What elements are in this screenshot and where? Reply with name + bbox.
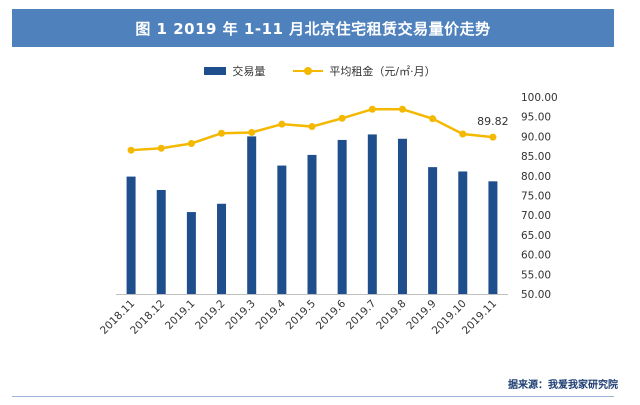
y-tick-label: 95.00 xyxy=(521,112,551,124)
legend-line-swatch xyxy=(293,66,324,76)
y-tick-label: 60.00 xyxy=(521,250,551,262)
rent-point-11 xyxy=(429,115,437,123)
y-tick-label: 65.00 xyxy=(521,230,551,242)
legend: 交易量 平均租金（元/㎡·月） xyxy=(0,63,640,79)
x-tick-label: 2019.7 xyxy=(344,298,378,332)
bar-9 xyxy=(367,134,377,294)
bar-6 xyxy=(277,165,287,294)
chart-title: 图 1 2019 年 1-11 月北京住宅租赁交易量价走势 xyxy=(12,9,614,47)
x-tick-label: 2019.5 xyxy=(284,298,318,332)
bar-8 xyxy=(337,139,347,294)
legend-item-volume: 交易量 xyxy=(204,63,265,79)
rent-point-2 xyxy=(157,144,165,152)
x-tick-label: 2019.1 xyxy=(163,298,197,332)
y-tick-label: 50.00 xyxy=(521,289,551,301)
y-tick-label: 75.00 xyxy=(521,191,551,203)
y-tick-label: 55.00 xyxy=(521,269,551,281)
rent-point-8 xyxy=(338,114,346,122)
y-tick-label: 70.00 xyxy=(521,210,551,222)
bar-12 xyxy=(458,171,468,294)
bottom-divider xyxy=(12,396,614,397)
data-label-rent-latest: 89.82 xyxy=(477,115,509,128)
rent-point-13 xyxy=(489,133,497,141)
y-tick-label: 85.00 xyxy=(521,151,551,163)
legend-label-rent: 平均租金（元/㎡·月） xyxy=(329,65,436,78)
bar-4 xyxy=(217,203,227,294)
bar-1 xyxy=(126,176,136,294)
rent-point-1 xyxy=(127,146,135,154)
y-tick-label: 90.00 xyxy=(521,131,551,143)
bar-3 xyxy=(186,212,196,294)
x-tick-label: 2019.8 xyxy=(374,298,408,332)
bar-2 xyxy=(156,189,166,294)
y-tick-label: 80.00 xyxy=(521,171,551,183)
x-tick-label: 2019.3 xyxy=(223,298,257,332)
bar-13 xyxy=(488,181,498,294)
x-tick-label: 2019.6 xyxy=(314,297,349,332)
rent-point-10 xyxy=(398,105,406,113)
rent-point-4 xyxy=(218,129,226,137)
x-tick-label: 2019.4 xyxy=(253,297,288,332)
bar-10 xyxy=(397,138,407,294)
rent-point-3 xyxy=(187,139,195,147)
rent-point-9 xyxy=(368,105,376,113)
bar-11 xyxy=(428,167,438,294)
rent-point-5 xyxy=(248,128,256,136)
legend-item-rent: 平均租金（元/㎡·月） xyxy=(293,63,436,79)
bar-7 xyxy=(307,154,317,294)
rent-point-6 xyxy=(278,120,286,128)
source-note: 据来源：我爱我家研究院 xyxy=(508,380,618,391)
y-tick-label: 100.00 xyxy=(521,92,558,104)
legend-bar-swatch xyxy=(204,67,227,75)
rent-point-7 xyxy=(308,123,316,131)
x-tick-label: 2019.2 xyxy=(193,298,227,332)
rent-point-12 xyxy=(459,130,467,138)
legend-label-volume: 交易量 xyxy=(232,65,266,78)
bar-5 xyxy=(247,136,257,294)
